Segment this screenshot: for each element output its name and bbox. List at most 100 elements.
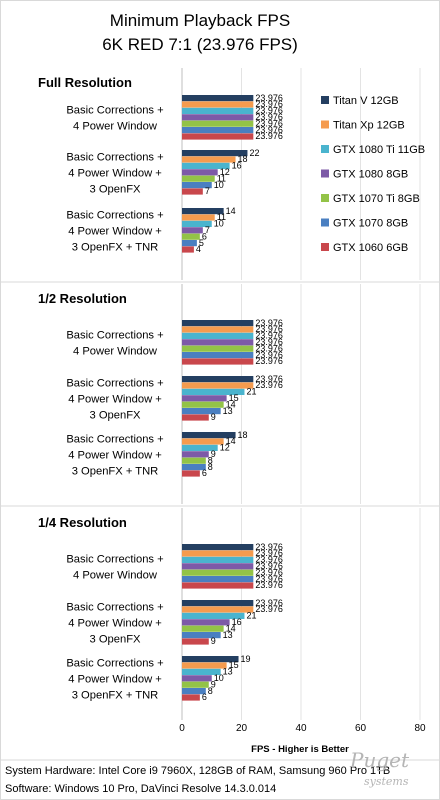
bar-gtx-1080-ti-11gb bbox=[182, 444, 218, 451]
data-label: 15 bbox=[229, 660, 239, 670]
category-label: 4 Power Window bbox=[73, 345, 158, 357]
bar-gtx-1070-8gb bbox=[182, 576, 254, 583]
bar-titan-v-12gb bbox=[182, 656, 239, 663]
bar-gtx-1070-8gb bbox=[182, 182, 212, 189]
data-label: 11 bbox=[217, 173, 226, 183]
data-label: 23.976 bbox=[255, 324, 283, 334]
bar-gtx-1070-8gb bbox=[182, 408, 221, 415]
data-label: 18 bbox=[238, 154, 248, 164]
data-label: 23.976 bbox=[255, 374, 283, 384]
bar-gtx-1070-ti-8gb bbox=[182, 401, 224, 408]
footer-hardware: System Hardware: Intel Core i9 7960X, 12… bbox=[5, 765, 390, 777]
category-label: 3 OpenFX bbox=[90, 409, 142, 421]
x-tick-label: 0 bbox=[179, 723, 185, 734]
data-label: 23.976 bbox=[255, 567, 283, 577]
data-label: 23.976 bbox=[255, 337, 283, 347]
data-label: 22 bbox=[249, 148, 259, 158]
bar-gtx-1070-8gb bbox=[182, 240, 197, 247]
bar-gtx-1070-ti-8gb bbox=[182, 233, 200, 240]
category-label: 3 OpenFX bbox=[90, 183, 142, 195]
data-label: 23.976 bbox=[255, 118, 283, 128]
bar-titan-v-12gb bbox=[182, 600, 254, 607]
legend-swatch bbox=[321, 218, 329, 227]
data-label: 7 bbox=[205, 225, 210, 235]
data-label: 8 bbox=[208, 686, 213, 696]
data-label: 9 bbox=[211, 679, 216, 689]
legend-swatch bbox=[321, 120, 329, 129]
bar-gtx-1060-6gb bbox=[182, 638, 209, 645]
data-label: 6 bbox=[202, 468, 207, 478]
x-tick-label: 20 bbox=[236, 723, 248, 734]
bar-gtx-1070-8gb bbox=[182, 464, 206, 471]
data-label: 23.976 bbox=[255, 99, 283, 109]
bar-gtx-1080-ti-11gb bbox=[182, 388, 245, 395]
data-label: 10 bbox=[214, 673, 224, 683]
bar-gtx-1080-8gb bbox=[182, 395, 227, 402]
data-label: 23.976 bbox=[255, 125, 283, 135]
data-label: 8 bbox=[208, 462, 213, 472]
data-label: 23.976 bbox=[255, 542, 283, 552]
bar-gtx-1080-8gb bbox=[182, 114, 254, 121]
data-label: 10 bbox=[214, 180, 224, 190]
bar-gtx-1080-8gb bbox=[182, 227, 203, 234]
category-label: 4 Power Window + bbox=[68, 449, 162, 461]
x-tick-label: 40 bbox=[295, 723, 307, 734]
bar-gtx-1070-ti-8gb bbox=[182, 120, 254, 127]
legend-entry: GTX 1080 Ti 11GB bbox=[333, 144, 425, 156]
data-label: 23.976 bbox=[255, 380, 283, 390]
section-label: Full Resolution bbox=[38, 75, 132, 90]
data-label: 16 bbox=[232, 161, 242, 171]
section-label: 1/4 Resolution bbox=[38, 515, 127, 530]
bar-titan-xp-12gb bbox=[182, 156, 236, 163]
category-label: 3 OpenFX bbox=[90, 633, 142, 645]
data-label: 23.976 bbox=[255, 350, 283, 360]
category-label: Basic Corrections + bbox=[66, 433, 163, 445]
bar-gtx-1070-ti-8gb bbox=[182, 569, 254, 576]
legend-swatch bbox=[321, 145, 329, 153]
bar-titan-v-12gb bbox=[182, 150, 248, 157]
data-label: 23.976 bbox=[255, 561, 283, 571]
data-label: 23.976 bbox=[255, 548, 283, 558]
bar-gtx-1080-8gb bbox=[182, 675, 212, 682]
bar-titan-xp-12gb bbox=[182, 438, 224, 445]
bar-titan-v-12gb bbox=[182, 320, 254, 327]
bar-titan-xp-12gb bbox=[182, 606, 254, 613]
category-label: 4 Power Window bbox=[73, 120, 158, 132]
x-axis-title: FPS - Higher is Better bbox=[251, 744, 349, 755]
category-label: 4 Power Window + bbox=[68, 225, 162, 237]
data-label: 4 bbox=[196, 244, 201, 254]
bar-gtx-1060-6gb bbox=[182, 246, 194, 253]
bar-gtx-1060-6gb bbox=[182, 188, 203, 195]
bar-gtx-1070-ti-8gb bbox=[182, 681, 209, 688]
data-label: 6 bbox=[202, 231, 207, 241]
data-label: 23.976 bbox=[255, 112, 283, 122]
bar-gtx-1060-6gb bbox=[182, 582, 254, 589]
bar-gtx-1080-8gb bbox=[182, 451, 209, 458]
bar-gtx-1070-8gb bbox=[182, 688, 206, 695]
footer-software: Software: Windows 10 Pro, DaVinci Resolv… bbox=[5, 783, 276, 795]
legend-swatch bbox=[321, 169, 329, 178]
bar-gtx-1080-ti-11gb bbox=[182, 107, 254, 114]
bar-gtx-1080-ti-11gb bbox=[182, 612, 245, 619]
data-label: 5 bbox=[199, 238, 204, 248]
section-label: 1/2 Resolution bbox=[38, 291, 127, 306]
data-label: 12 bbox=[220, 443, 230, 453]
data-label: 21 bbox=[246, 387, 256, 397]
legend-entry: GTX 1060 6GB bbox=[333, 242, 408, 254]
bar-gtx-1060-6gb bbox=[182, 414, 209, 421]
chart-title-line-2: 6K RED 7:1 (23.976 FPS) bbox=[102, 35, 298, 54]
chart-title-line-1: Minimum Playback FPS bbox=[110, 11, 290, 30]
bar-titan-xp-12gb bbox=[182, 550, 254, 557]
bar-gtx-1070-ti-8gb bbox=[182, 175, 215, 182]
data-label: 13 bbox=[223, 406, 233, 416]
bar-gtx-1060-6gb bbox=[182, 470, 200, 477]
bar-gtx-1060-6gb bbox=[182, 133, 254, 140]
data-label: 7 bbox=[205, 186, 210, 196]
category-label: Basic Corrections + bbox=[66, 104, 163, 116]
data-label: 23.976 bbox=[255, 604, 283, 614]
data-label: 23.976 bbox=[255, 318, 283, 328]
bar-titan-xp-12gb bbox=[182, 382, 254, 389]
bar-titan-v-12gb bbox=[182, 544, 254, 551]
x-tick-label: 80 bbox=[414, 723, 426, 734]
